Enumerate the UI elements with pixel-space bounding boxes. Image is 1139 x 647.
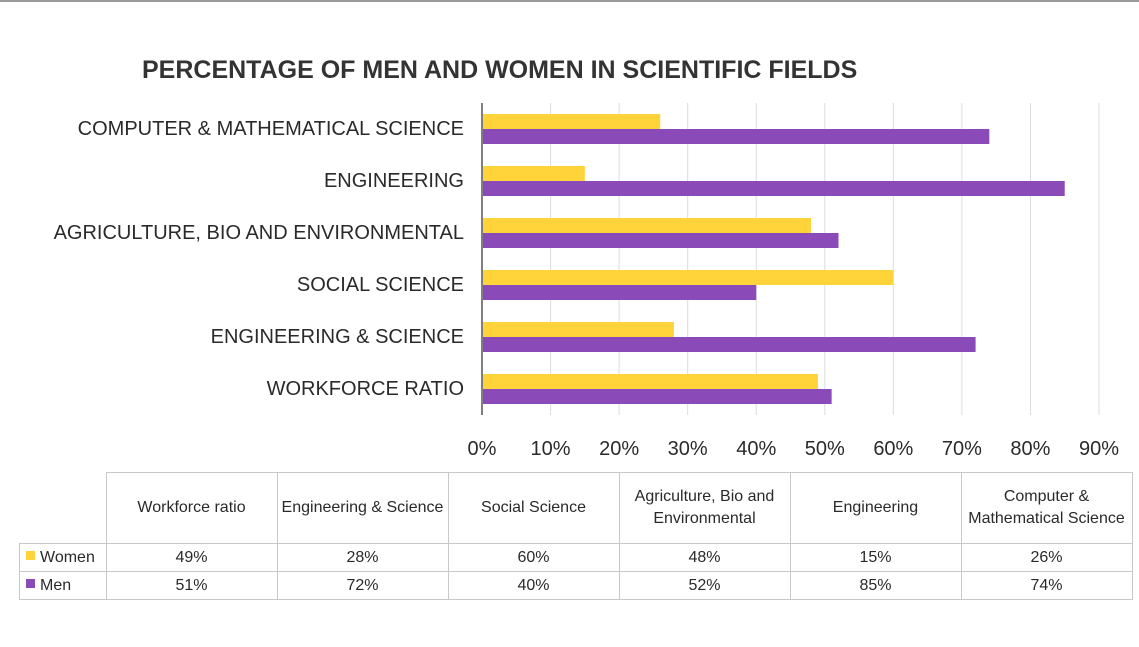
category-label: ENGINEERING (324, 170, 464, 192)
data-cell: 40% (447, 571, 620, 600)
tick-label: 0% (468, 438, 497, 460)
data-cell: 51% (105, 571, 278, 600)
bar-women (483, 218, 812, 233)
tick-label: 20% (599, 438, 639, 460)
bar-women (483, 270, 894, 285)
data-table-header: Engineering & Science (276, 472, 449, 544)
legend-men: Men (19, 571, 107, 600)
bar-men (483, 389, 832, 404)
bar-men (483, 129, 990, 144)
data-table: Workforce ratio Engineering & Science So… (19, 472, 1133, 600)
chart-title: PERCENTAGE OF MEN AND WOMEN IN SCIENTIFI… (142, 56, 858, 84)
category-label: WORKFORCE RATIO (267, 378, 464, 400)
legend-label-men: Men (40, 576, 72, 594)
bar-men (483, 233, 839, 248)
legend-swatch-women (26, 550, 35, 560)
bar-women (483, 374, 818, 389)
data-table-header: Agriculture, Bio and Environmental (618, 472, 791, 544)
legend-women: Women (19, 543, 107, 572)
data-cell: 85% (789, 571, 962, 600)
data-cell: 72% (276, 571, 449, 600)
data-table-header-row: Workforce ratio Engineering & Science So… (19, 472, 1133, 544)
tick-label: 10% (531, 438, 571, 460)
data-table-corner (19, 472, 107, 544)
category-label: ENGINEERING & SCIENCE (211, 326, 464, 348)
data-cell: 49% (105, 543, 278, 572)
tick-labels: 0% 10% 20% 30% 40% 50% 60% 70% 80% 90% (468, 438, 1120, 460)
tick-label: 30% (668, 438, 708, 460)
tick-label: 50% (805, 438, 845, 460)
data-cell: 60% (447, 543, 620, 572)
category-label: SOCIAL SCIENCE (297, 274, 464, 296)
data-table-header: Computer & Mathematical Science (960, 472, 1133, 544)
category-labels: COMPUTER & MATHEMATICAL SCIENCE ENGINEERI… (54, 118, 464, 400)
data-cell: 28% (276, 543, 449, 572)
tick-label: 90% (1079, 438, 1119, 460)
category-label: COMPUTER & MATHEMATICAL SCIENCE (78, 118, 464, 140)
legend-swatch-men (26, 578, 35, 588)
data-table-header: Workforce ratio (105, 472, 278, 544)
tick-label: 40% (736, 438, 776, 460)
data-cell: 48% (618, 543, 791, 572)
tick-label: 70% (942, 438, 982, 460)
data-table-row-men: Men 51% 72% 40% 52% 85% 74% (19, 571, 1133, 600)
bar-men (483, 285, 757, 300)
data-table-header: Social Science (447, 472, 620, 544)
bar-chart: COMPUTER & MATHEMATICAL SCIENCE ENGINEERI… (54, 103, 1120, 460)
bar-women (483, 114, 661, 129)
bar-women (483, 322, 674, 337)
gridlines (550, 103, 1100, 415)
data-cell: 26% (960, 543, 1133, 572)
bars (483, 114, 1065, 404)
bar-men (483, 337, 976, 352)
data-cell: 52% (618, 571, 791, 600)
data-table-header: Engineering (789, 472, 962, 544)
top-border (0, 0, 1139, 2)
category-label: AGRICULTURE, BIO AND ENVIRONMENTAL (54, 222, 464, 244)
tick-label: 60% (873, 438, 913, 460)
bar-men (483, 181, 1065, 196)
data-cell: 15% (789, 543, 962, 572)
data-cell: 74% (960, 571, 1133, 600)
bar-women (483, 166, 585, 181)
tick-label: 80% (1010, 438, 1050, 460)
legend-label-women: Women (40, 548, 95, 566)
data-table-row-women: Women 49% 28% 60% 48% 15% 26% (19, 543, 1133, 572)
